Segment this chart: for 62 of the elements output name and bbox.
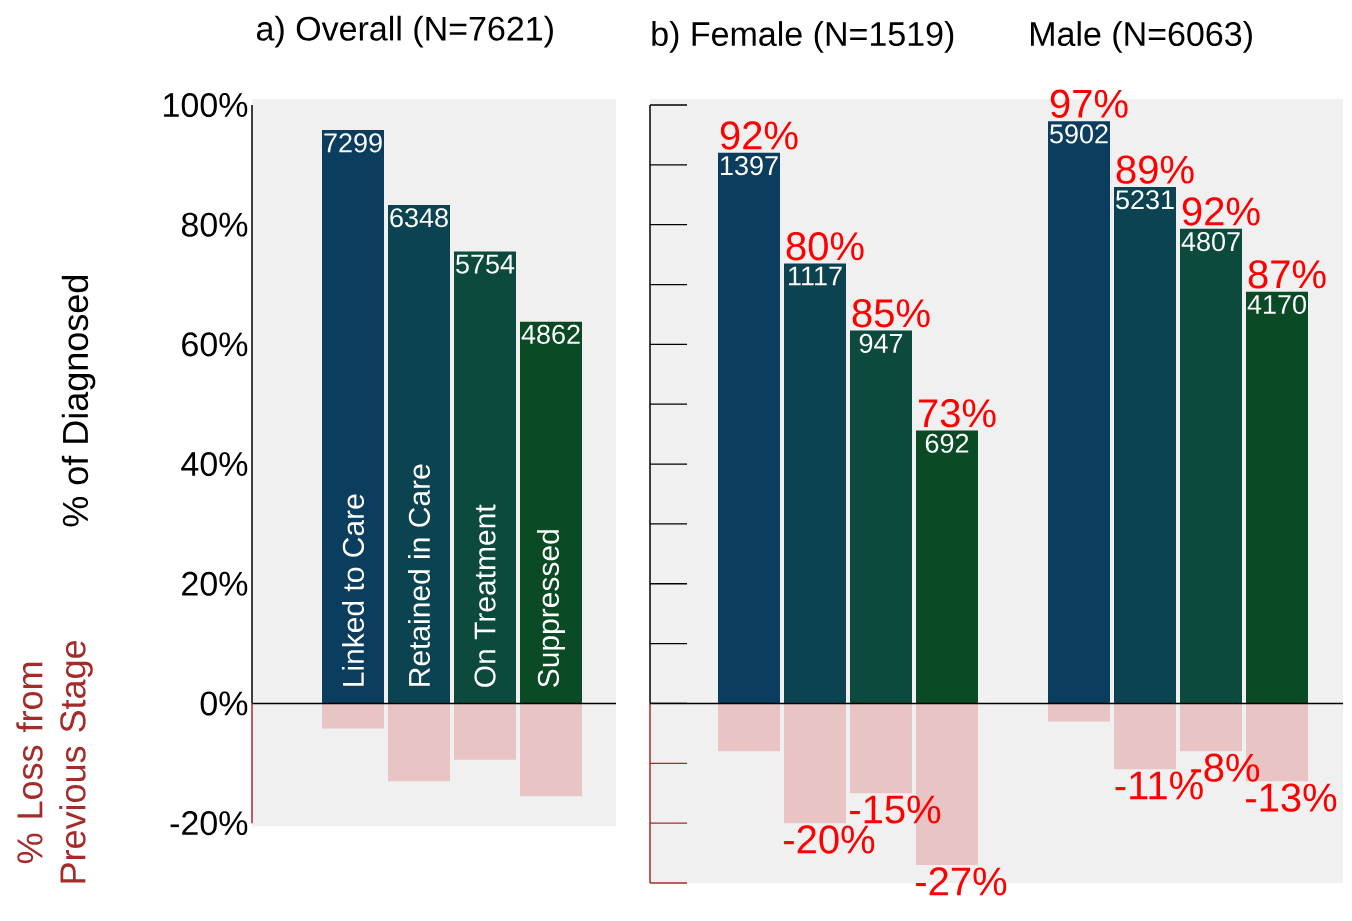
annotation: 1117 [789,266,842,286]
bar [1114,187,1177,704]
bar [718,703,781,752]
annotation: 87% [1248,260,1326,289]
annotation: 4807 [1181,232,1240,252]
annotation: 89% [1116,155,1194,184]
bar [388,205,450,704]
bar [388,703,450,782]
annotation: 5902 [1050,124,1108,144]
annotation: 692 [925,433,969,453]
bar [1048,703,1111,722]
bar [454,251,516,704]
text: % Loss from Previous Stage [16,641,93,883]
bar [784,703,847,824]
annotation: 5754 [456,254,515,274]
y-tick-label: 80% [181,212,248,237]
annotation: 4862 [521,324,580,345]
bar [1180,703,1243,752]
y-tick-label: 100% [164,93,248,118]
text: b) Female (N=1519) [652,21,954,53]
bar [784,263,847,704]
bar [1246,291,1309,704]
x-tick-label: Suppressed [537,530,565,688]
annotation: 97% [1050,89,1128,119]
annotation: 6348 [390,208,448,228]
bar [520,703,582,797]
annotation: 85% [852,299,930,328]
bar [1048,121,1111,704]
bar [520,321,582,704]
annotation: 92% [1182,197,1260,226]
y-tick-label: 40% [181,452,248,477]
bar [1114,703,1177,770]
annotation: 1397 [721,156,778,176]
chart-title: a) Overall (N=7621) [256,15,553,48]
annotation: 73% [919,399,996,428]
y-tick-label: 20% [182,571,248,596]
bar [850,703,913,794]
y-tick-label: 60% [182,332,248,357]
annotation: 92% [720,121,798,150]
bar [322,130,384,704]
data-label: -15% [850,795,941,824]
data-label: -13% [1246,783,1337,812]
x-tick-label: Retained in Care [407,464,431,686]
annotation: 5231 [1116,190,1174,210]
bar [322,703,384,729]
annotation: 4170 [1247,295,1306,315]
bar [718,152,781,704]
bar [850,330,913,704]
annotation: 80% [786,232,864,261]
bar [916,430,979,704]
y-axis-title: % of Diagnosed [61,276,96,527]
bar [1180,228,1243,704]
data-label: -27% [916,867,1007,896]
annotation: 947 [859,333,903,354]
y-tick-label: -20% [170,811,248,836]
data-label: -20% [784,825,875,854]
x-tick-label: On Treatment [474,504,496,687]
bar [454,703,516,760]
x-tick-label: Linked to Care [341,494,365,686]
annotation: 7299 [324,133,382,153]
y-tick-label: 0% [200,691,248,716]
text: Male (N=6063) [1031,21,1252,53]
